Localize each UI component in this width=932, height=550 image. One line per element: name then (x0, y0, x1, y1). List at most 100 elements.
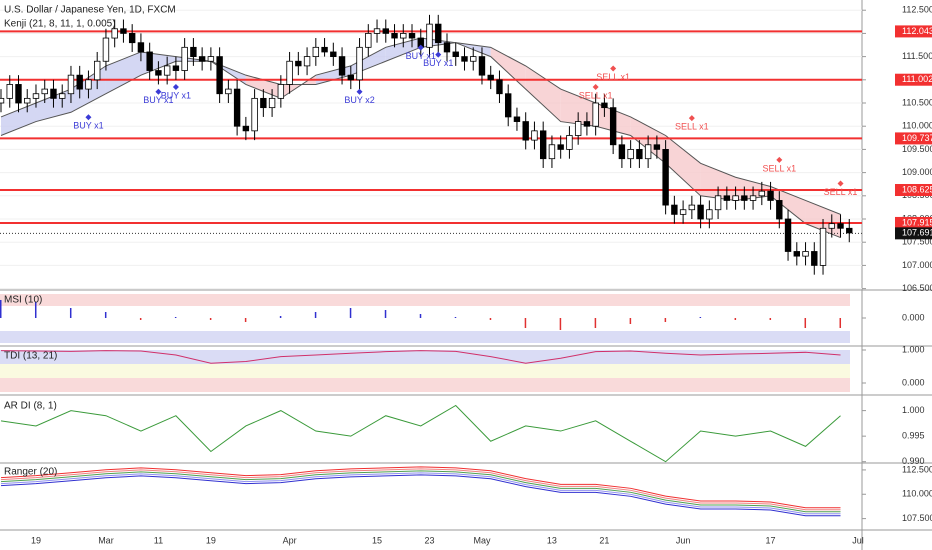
candle-body (566, 135, 573, 150)
candle-body (522, 121, 529, 141)
x-tick-label: May (473, 535, 491, 545)
msi-bar (384, 310, 387, 318)
tdi-lower-band (0, 378, 850, 392)
candle-body (470, 56, 477, 62)
y-tick-label: 0.000 (902, 312, 925, 322)
x-tick-label: Jul (852, 535, 864, 545)
signal-label: BUY x1 (423, 58, 453, 68)
signal-marker (776, 156, 783, 163)
signal-marker (417, 44, 424, 51)
candle-body (295, 60, 302, 67)
level-label: 111.002 (902, 74, 932, 84)
candle-body (592, 102, 599, 127)
x-tick-label: 19 (206, 535, 216, 545)
candle-body (120, 28, 127, 34)
candle-body (539, 130, 547, 160)
level-label: 112.043 (902, 26, 932, 36)
candle-body (793, 251, 800, 257)
y-tick-label: 106.500 (902, 283, 932, 293)
candle-body (671, 204, 678, 215)
x-tick-label: 21 (599, 535, 609, 545)
msi-bar (139, 318, 142, 320)
msi-bar (559, 318, 562, 330)
msi-bar (804, 318, 807, 328)
signal-marker (592, 84, 599, 91)
candle-body (190, 46, 197, 58)
msi-bar (699, 317, 702, 318)
signal-label: SELL x1 (596, 72, 630, 82)
candle-body (784, 218, 792, 252)
signal-label: SELL x1 (824, 187, 858, 197)
candle-body (732, 195, 739, 201)
candle-body (251, 97, 258, 132)
candle-body (163, 65, 171, 76)
x-tick-label: Apr (283, 535, 297, 545)
candle-body (303, 56, 311, 67)
level-label: 108.625 (902, 184, 932, 194)
candle-body (452, 51, 459, 58)
level-label: 109.737 (902, 133, 932, 143)
y-tick-label: 110.500 (902, 97, 932, 107)
candle-body (662, 149, 669, 206)
candle-body (776, 200, 783, 220)
signal-marker (172, 84, 179, 91)
y-tick-label: 107.500 (902, 513, 932, 523)
kenji-cloud (315, 65, 351, 85)
candle-body (723, 195, 731, 201)
signal-label: SELL x1 (675, 122, 709, 132)
candle-body (85, 79, 92, 90)
kenji-cloud (665, 135, 701, 196)
msi-bar (664, 318, 667, 322)
ranger-line (0, 466, 841, 509)
y-tick-label: 110.000 (902, 489, 932, 499)
signal-marker (610, 65, 617, 72)
signal-marker (155, 88, 162, 95)
msi-bar (769, 318, 772, 320)
candle-body (741, 195, 748, 201)
candle-body (846, 227, 853, 234)
last-price-label: 107.691 (902, 228, 932, 238)
signal-marker (688, 115, 695, 122)
candle-body (601, 102, 608, 109)
candle-body (6, 84, 13, 99)
candle-body (749, 195, 757, 201)
msi-bar (454, 317, 457, 318)
candle-body (181, 46, 188, 71)
msi-bar (244, 318, 247, 322)
candle-body (268, 97, 276, 109)
candle-body (574, 121, 582, 136)
kenji-cloud (105, 51, 141, 94)
msi-bar (104, 312, 107, 318)
msi-bar (629, 318, 632, 324)
candle-body (312, 46, 320, 58)
msi-bar (314, 312, 317, 318)
candle-body (802, 251, 809, 257)
msi-bar (34, 302, 37, 318)
candle-body (373, 28, 381, 34)
y-tick-label: 1.000 (902, 405, 925, 415)
candle-body (338, 56, 346, 76)
candle-body (828, 223, 835, 229)
candle-body (32, 93, 40, 99)
msi-bar (524, 318, 527, 328)
candle-body (548, 144, 556, 160)
candle-body (216, 56, 223, 95)
candle-body (93, 60, 101, 81)
y-tick-label: 1.000 (902, 344, 925, 354)
candle-body (618, 144, 626, 160)
candle-body (242, 125, 250, 132)
x-tick-label: 17 (766, 535, 776, 545)
panel-title: AR DI (8, 1) (4, 401, 57, 412)
x-tick-label: 13 (547, 535, 557, 545)
candle-body (365, 33, 372, 48)
candle-body (59, 93, 66, 99)
indicator-line (0, 350, 841, 364)
candle-body (688, 204, 696, 211)
y-tick-label: 112.500 (902, 464, 932, 474)
level-label: 107.915 (902, 217, 932, 227)
candle-body (286, 60, 293, 85)
candle-body (408, 33, 416, 39)
msi-bar (209, 318, 212, 320)
msi-bar (69, 308, 72, 318)
